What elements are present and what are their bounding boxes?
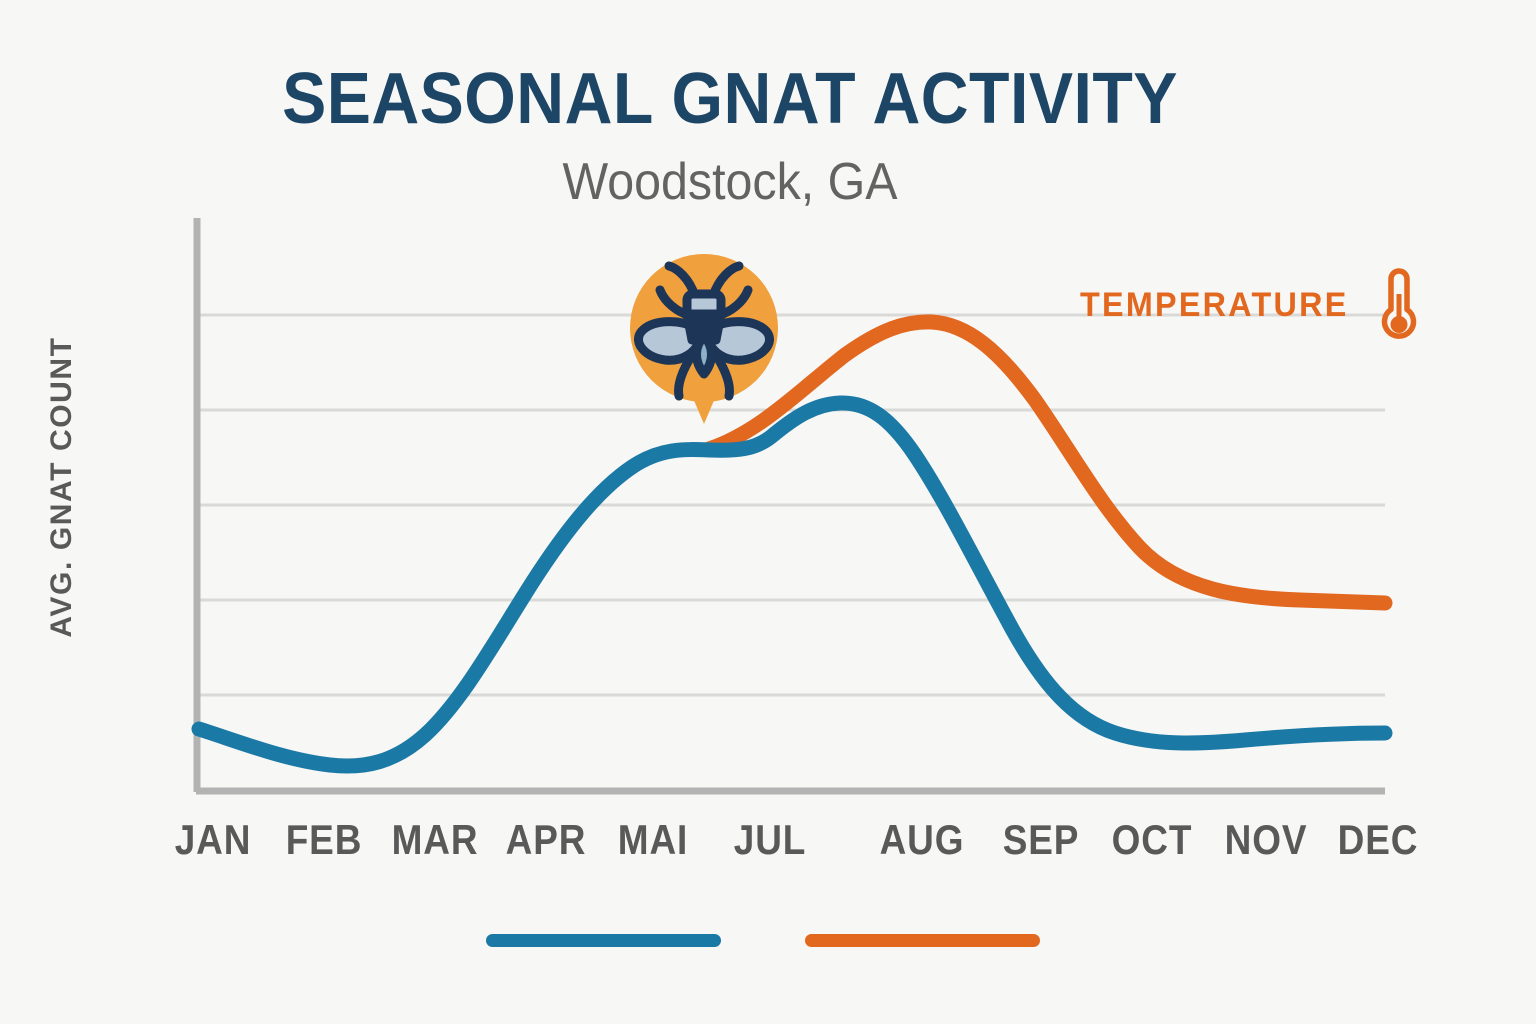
temperature-label: TEMPERATURE: [1080, 285, 1349, 324]
gnat-icon: [634, 261, 774, 401]
chart-legend: [486, 934, 1054, 947]
x-tick-aug: AUG: [879, 816, 965, 863]
gridlines: [196, 313, 1385, 697]
gnat-count-line: [191, 395, 1393, 774]
page-title: SEASONAL GNAT ACTIVITY: [282, 59, 1178, 139]
x-tick-jul: JUL: [733, 816, 807, 863]
gnat-count-swatch: [486, 934, 721, 947]
temperature-swatch: [805, 934, 1040, 947]
temperature-annotation: TEMPERATURE: [1080, 262, 1421, 348]
gnat-marker-callout[interactable]: [627, 252, 781, 434]
x-tick-sep: SEP: [1002, 816, 1080, 863]
x-tick-apr: APR: [505, 816, 587, 863]
x-tick-dec: DEC: [1337, 816, 1419, 863]
x-tick-feb: FEB: [285, 816, 363, 863]
legend-entry-gnat-count[interactable]: [486, 934, 735, 947]
x-tick-jan: JAN: [174, 816, 252, 863]
temperature-line: [701, 314, 1393, 611]
x-tick-nov: NOV: [1224, 816, 1308, 863]
thermometer-icon: [1377, 262, 1421, 348]
x-tick-oct: OCT: [1111, 816, 1193, 863]
page-subtitle: Woodstock, GA: [562, 153, 898, 211]
x-tick-mar: MAR: [391, 816, 479, 863]
x-tick-mai: MAI: [617, 816, 689, 863]
axis-spines: [193, 218, 1385, 795]
legend-entry-temperature[interactable]: [805, 934, 1054, 947]
x-axis-labels: JAN FEB MAR APR MAI JUL AUG SEP OCT NOV …: [175, 816, 1418, 872]
